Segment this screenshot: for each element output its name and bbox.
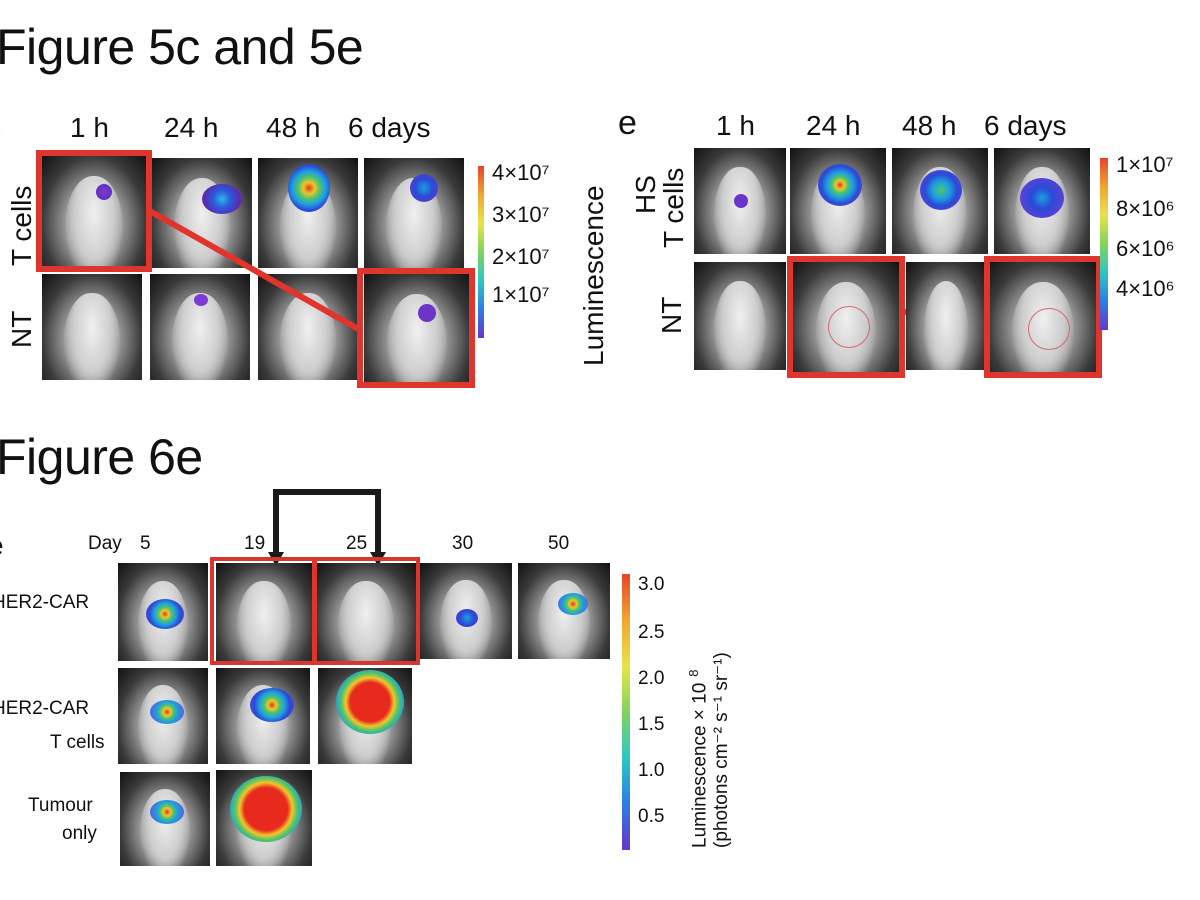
mouse-image-6e-r3-d19 bbox=[216, 770, 312, 866]
row-label-6e-her2car-2: HER2-CAR bbox=[0, 698, 90, 719]
day-50: 50 bbox=[548, 533, 570, 554]
time-label-1h: 1 h bbox=[70, 112, 109, 143]
highlight-box-e-nt-6days bbox=[984, 256, 1102, 378]
mouse-image-e-hs-24h bbox=[790, 148, 886, 254]
highlight-box-6e-d25 bbox=[313, 557, 420, 665]
colorbar-c-tick-4e7: 4×10⁷ bbox=[492, 160, 550, 185]
colorbar-c-tick-1e7: 1×10⁷ bbox=[492, 282, 550, 307]
mouse-image-e-nt-48h bbox=[906, 262, 986, 370]
mouse-image-c-tcells-6days bbox=[364, 158, 464, 268]
time-label-e-6days: 6 days bbox=[984, 110, 1067, 141]
colorbar-c bbox=[478, 166, 484, 338]
mouse-image-e-hs-48h bbox=[892, 148, 988, 254]
time-label-e-24h: 24 h bbox=[806, 110, 861, 141]
mouse-image-6e-r1-d25 bbox=[316, 563, 416, 661]
mouse-image-6e-r3-d5 bbox=[120, 772, 210, 866]
colorbar-6e-label-exp: 8 bbox=[686, 669, 701, 677]
highlight-box-e-nt-24h bbox=[787, 256, 905, 378]
colorbar-6e-label-main: Luminescence × 10 bbox=[689, 682, 711, 848]
day-19: 19 bbox=[244, 533, 266, 554]
time-label-e-48h: 48 h bbox=[902, 110, 957, 141]
mouse-image-6e-r2-d19 bbox=[216, 668, 310, 764]
time-label-6days: 6 days bbox=[348, 112, 431, 143]
mouse-image-e-nt-6days bbox=[988, 262, 1098, 372]
mouse-image-6e-r1-d50 bbox=[518, 563, 610, 659]
mouse-image-6e-r1-d19 bbox=[216, 563, 312, 661]
colorbar-e-tick-1e7: 1×10⁷ bbox=[1116, 152, 1174, 177]
colorbar-e-tick-8e6: 8×10⁶ bbox=[1116, 196, 1175, 221]
mouse-image-e-nt-24h bbox=[792, 262, 900, 372]
mouse-image-e-nt-1h bbox=[694, 262, 786, 370]
colorbar-c-tick-2e7: 2×10⁷ bbox=[492, 244, 550, 269]
mouse-image-c-nt-24h bbox=[150, 274, 250, 380]
time-label-24h: 24 h bbox=[164, 112, 219, 143]
colorbar-6e-label-1: Luminescence × 10 8 bbox=[686, 669, 711, 848]
mouse-image-e-hs-6days bbox=[994, 148, 1090, 254]
day-30: 30 bbox=[452, 533, 474, 554]
highlight-box-6e-d19 bbox=[210, 557, 316, 665]
colorbar-e-tick-6e6: 6×10⁶ bbox=[1116, 236, 1175, 261]
colorbar-6e-tick-2.0: 2.0 bbox=[638, 668, 665, 689]
colorbar-6e bbox=[622, 574, 630, 850]
row-label-6e-her2car-1: HER2-CAR bbox=[0, 592, 90, 613]
mouse-image-6e-r2-d25 bbox=[318, 668, 412, 764]
mouse-image-c-nt-1h bbox=[42, 274, 142, 380]
colorbar-6e-tick-1.0: 1.0 bbox=[638, 760, 665, 781]
mouse-image-6e-r1-d30 bbox=[420, 563, 512, 659]
row-label-6e-only: only bbox=[62, 823, 97, 844]
day-5: 5 bbox=[140, 533, 151, 554]
mouse-image-c-nt-48h bbox=[258, 274, 358, 380]
time-label-48h: 48 h bbox=[266, 112, 321, 143]
panel-c-letter: c bbox=[0, 108, 1, 142]
figure-6-title: Figure 6e bbox=[0, 429, 203, 485]
colorbar-6e-tick-0.5: 0.5 bbox=[638, 806, 665, 827]
mouse-image-e-hs-1h bbox=[694, 148, 786, 254]
mouse-image-c-tcells-1h bbox=[42, 156, 146, 268]
mouse-image-c-tcells-48h bbox=[258, 158, 358, 268]
mouse-image-6e-r1-d5 bbox=[118, 563, 208, 661]
day-label: Day bbox=[88, 533, 122, 554]
panel-6e-letter: e bbox=[0, 530, 4, 562]
colorbar-e bbox=[1100, 158, 1108, 330]
row-label-6e-tcells: T cells bbox=[50, 732, 105, 753]
colorbar-e-tick-4e6: 4×10⁶ bbox=[1116, 276, 1175, 301]
row-label-6e-tumour: Tumour bbox=[28, 795, 93, 816]
colorbar-6e-tick-3.0: 3.0 bbox=[638, 574, 665, 595]
colorbar-6e-tick-2.5: 2.5 bbox=[638, 622, 665, 643]
mouse-image-6e-r2-d5 bbox=[118, 668, 208, 764]
colorbar-6e-tick-1.5: 1.5 bbox=[638, 714, 665, 735]
mouse-image-c-nt-6days bbox=[364, 274, 470, 384]
colorbar-6e-label-2: (photons cm⁻² s⁻¹ sr⁻¹) bbox=[711, 652, 732, 848]
colorbar-c-tick-3e7: 3×10⁷ bbox=[492, 202, 550, 227]
day-25: 25 bbox=[346, 533, 368, 554]
panel-e-letter: e bbox=[618, 104, 637, 142]
figure-5-title: Figure 5c and 5e bbox=[0, 19, 364, 75]
time-label-e-1h: 1 h bbox=[716, 110, 755, 141]
